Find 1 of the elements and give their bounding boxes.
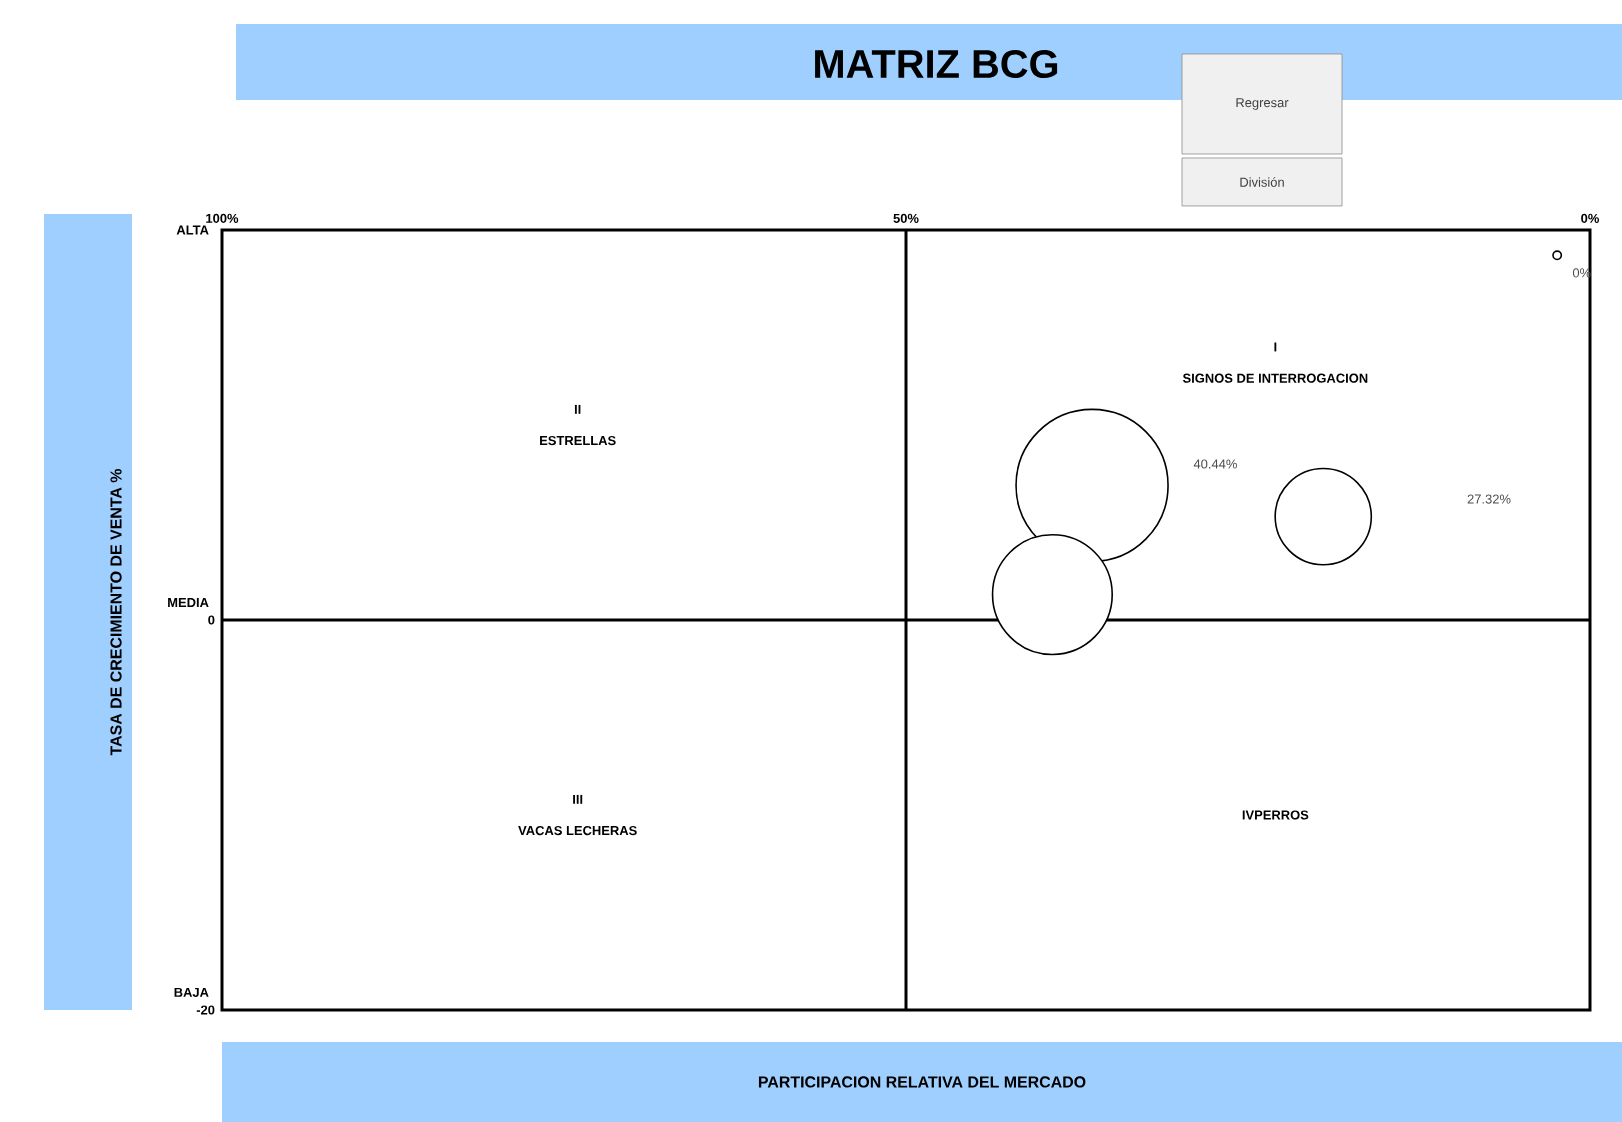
chart-title: MATRIZ BCG (815, 49, 1058, 79)
